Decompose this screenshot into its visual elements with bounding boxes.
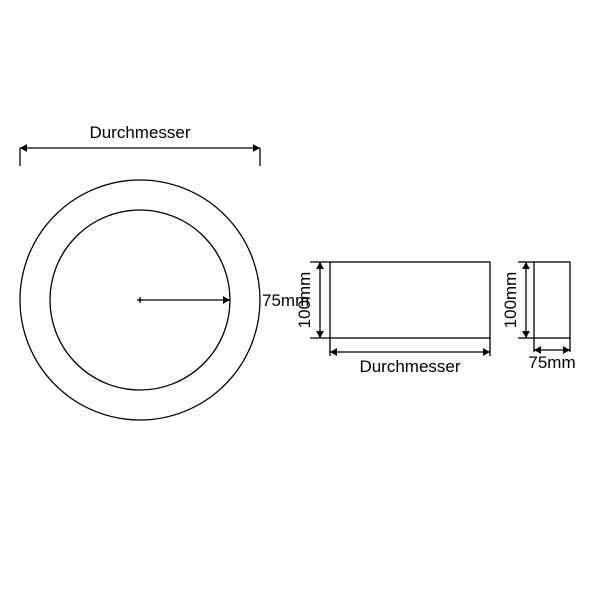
end-view-rect bbox=[534, 262, 570, 338]
arrowhead bbox=[253, 144, 260, 152]
arrowhead bbox=[223, 296, 230, 304]
arrowhead bbox=[316, 331, 324, 338]
arrowhead bbox=[330, 348, 337, 356]
end-height-label: 100mm bbox=[501, 272, 520, 329]
arrowhead bbox=[316, 262, 324, 269]
end-width-label: 75mm bbox=[528, 353, 575, 372]
side-width-label: Durchmesser bbox=[359, 357, 460, 376]
side-height-label: 100mm bbox=[295, 272, 314, 329]
diameter-label: Durchmesser bbox=[89, 123, 190, 142]
arrowhead bbox=[522, 331, 530, 338]
side-view-rect bbox=[330, 262, 490, 338]
arrowhead bbox=[483, 348, 490, 356]
arrowhead bbox=[20, 144, 27, 152]
arrowhead bbox=[522, 262, 530, 269]
